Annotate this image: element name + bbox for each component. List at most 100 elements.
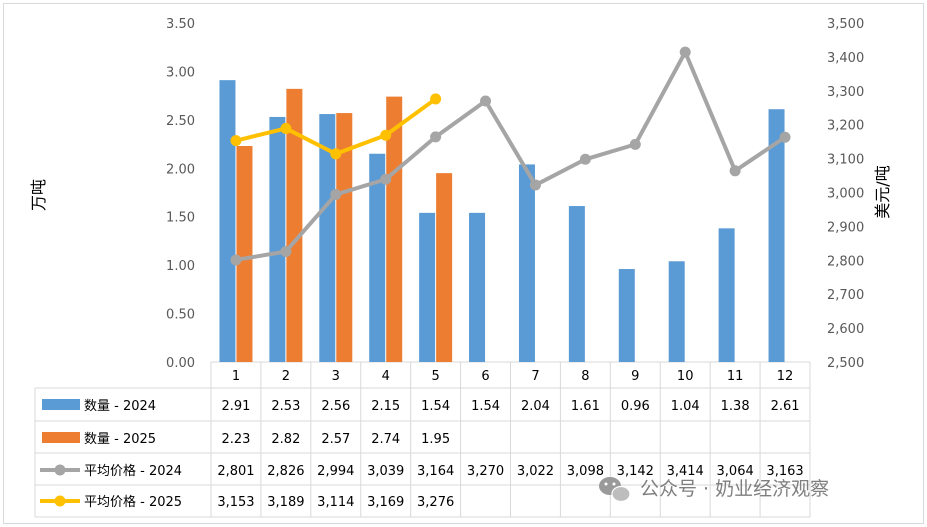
y-right-tick-label: 2,500 <box>827 356 864 371</box>
legend-label-2: 平均价格 - 2024 <box>84 463 182 479</box>
y-right-tick-label: 2,600 <box>827 322 864 337</box>
wechat-icon <box>599 477 631 503</box>
bar-2-4 <box>386 96 403 363</box>
bar-1-9 <box>618 269 635 362</box>
line-point-2-7 <box>579 153 591 165</box>
table-cell: 3,039 <box>367 464 404 479</box>
category-label: 5 <box>431 369 439 384</box>
legend-swatch-1 <box>42 432 80 443</box>
y-left-axis-label: 万吨 <box>29 179 48 211</box>
bar-1-5 <box>419 212 436 362</box>
line-point-2-1 <box>280 245 292 257</box>
table-cell: 2.74 <box>371 432 400 447</box>
line-point-2-6 <box>529 179 541 191</box>
y-right-tick-label: 3,200 <box>827 119 864 134</box>
chart-frame <box>3 3 924 524</box>
table-cell: 3,270 <box>467 464 504 479</box>
y-right-tick-label: 2,800 <box>827 254 864 269</box>
bar-1-10 <box>668 261 685 362</box>
table-cell: 3,114 <box>317 495 354 510</box>
table-cell: 3,022 <box>517 464 554 479</box>
y-left-tick-label: 2.00 <box>166 162 195 177</box>
table-cell: 2.57 <box>321 432 350 447</box>
table-cell: 3,142 <box>617 464 654 479</box>
y-right-tick-label: 3,000 <box>827 187 864 202</box>
bar-1-11 <box>718 228 735 362</box>
watermark: 公众号 · 奶业经济观察 <box>599 477 829 503</box>
table-cell: 3,153 <box>217 495 254 510</box>
line-point-3-2 <box>330 148 342 160</box>
line-point-2-9 <box>679 46 691 58</box>
y-right-tick-label: 3,300 <box>827 85 864 100</box>
line-point-2-3 <box>380 173 392 185</box>
y-right-tick-label: 3,500 <box>827 17 864 32</box>
line-point-2-2 <box>330 189 342 201</box>
watermark-text: 公众号 · 奶业经济观察 <box>640 478 829 500</box>
legend-swatch-0 <box>42 399 80 410</box>
table-cell: 2.82 <box>271 432 300 447</box>
category-label: 2 <box>282 369 290 384</box>
category-label: 4 <box>382 369 390 384</box>
table-cell: 2.04 <box>521 399 550 414</box>
lines <box>230 46 791 266</box>
legend-label-0: 数量 - 2024 <box>84 399 156 414</box>
line-point-3-1 <box>280 122 292 134</box>
bar-1-3 <box>319 114 336 362</box>
line-point-3-0 <box>230 135 242 147</box>
category-label: 3 <box>332 369 340 384</box>
category-label: 11 <box>727 369 744 384</box>
line-point-2-10 <box>729 165 741 177</box>
y-left-tick-label: 3.50 <box>166 17 195 32</box>
table-cell: 2.53 <box>271 399 300 414</box>
y-right-axis-label: 美元/吨 <box>873 165 892 218</box>
legend-label-3: 平均价格 - 2025 <box>84 494 182 510</box>
bar-1-12 <box>768 109 785 363</box>
table-cell: 3,414 <box>667 464 704 479</box>
line-series-3 <box>233 96 438 156</box>
y-right-tick-label: 3,400 <box>827 51 864 66</box>
line-point-3-3 <box>380 129 392 141</box>
category-label: 8 <box>581 369 589 384</box>
bar-2-5 <box>436 173 453 362</box>
y-left-tick-label: 1.00 <box>166 259 195 274</box>
category-label: 1 <box>232 369 240 384</box>
table-cell: 1.04 <box>671 399 700 414</box>
bar-1-7 <box>518 164 535 362</box>
y-left-tick-label: 0.00 <box>166 356 195 371</box>
legend-marker-3 <box>54 495 66 507</box>
bar-2-3 <box>336 113 353 362</box>
category-label: 7 <box>531 369 539 384</box>
table-cell: 2,826 <box>267 464 304 479</box>
table-cell: 1.61 <box>571 399 600 414</box>
table-cell: 2.23 <box>221 432 250 447</box>
bar-2-2 <box>286 88 303 362</box>
table-cell: 2.56 <box>321 399 350 414</box>
table-cell: 3,189 <box>267 495 304 510</box>
category-label: 6 <box>481 369 489 384</box>
table-cell: 3,163 <box>766 464 803 479</box>
table-cell: 2,801 <box>217 464 254 479</box>
bar-1-8 <box>568 206 585 362</box>
axes: 0.00 0.50 1.00 1.50 2.00 2.50 3.00 3.50 2,500 2,6… <box>166 17 864 371</box>
y-left-tick-label: 1.50 <box>166 211 195 226</box>
line-point-2-4 <box>430 131 442 143</box>
table-cell: 3,098 <box>567 464 604 479</box>
table-cell: 3,169 <box>367 495 404 510</box>
line-point-2-11 <box>779 131 791 143</box>
table-cell: 3,064 <box>717 464 754 479</box>
line-series-2 <box>233 50 788 262</box>
table-cell: 3,164 <box>417 464 454 479</box>
table-cell: 2.61 <box>771 399 800 414</box>
table-cell: 2,994 <box>317 464 354 479</box>
table-cell: 1.38 <box>721 399 750 414</box>
y-left-tick-label: 3.00 <box>166 65 195 80</box>
legend-marker-2 <box>54 464 66 476</box>
line-point-2-0 <box>230 254 242 266</box>
category-label: 12 <box>777 369 794 384</box>
table-cell: 1.54 <box>471 399 500 414</box>
y-right-tick-label: 2,900 <box>827 220 864 235</box>
bar-1-6 <box>469 212 486 362</box>
line-point-2-8 <box>629 138 641 150</box>
